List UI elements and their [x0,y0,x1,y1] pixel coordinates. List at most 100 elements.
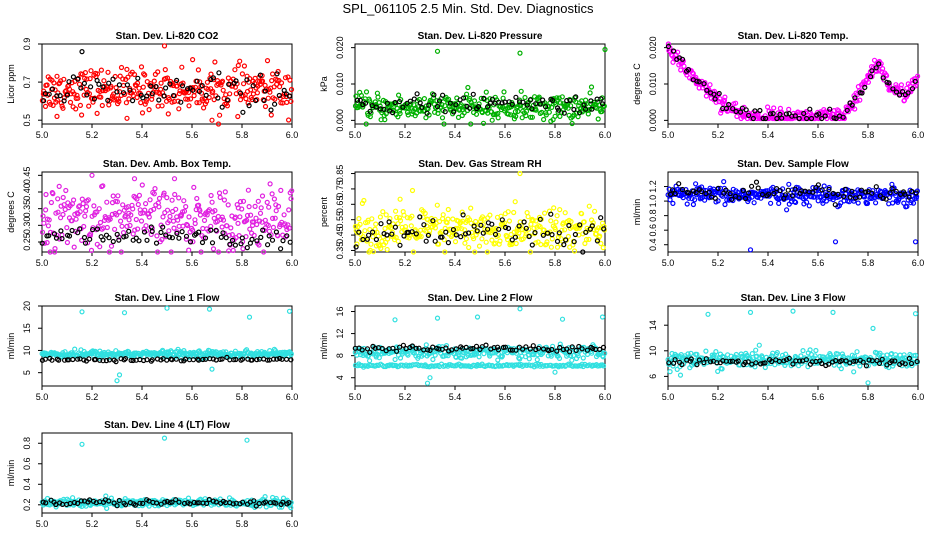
data-point-black [694,362,700,368]
data-point [174,83,180,89]
data-point-black [106,235,112,241]
data-point-black [116,237,122,243]
data-point-black [513,347,519,353]
data-point [406,105,412,112]
y-tick-label: 0.35 [22,200,32,218]
data-point [180,80,186,86]
data-point [421,95,427,102]
data-point [472,249,478,255]
data-point [252,203,258,209]
data-point-black [835,191,841,197]
y-tick-label: 0.000 [648,109,658,132]
data-point-black [271,356,277,362]
data-point-black [577,222,583,228]
data-point-black [737,109,744,115]
data-point [527,249,533,255]
data-point [442,249,448,255]
data-point-black [66,233,73,239]
data-point-black [367,349,373,355]
data-point [718,110,724,116]
data-point-black [867,74,874,80]
data-point [589,350,595,356]
data-point-black [883,196,889,202]
data-point [396,215,403,221]
data-point-black [39,240,45,246]
data-point [39,229,46,235]
data-point [265,222,271,228]
data-point [271,196,277,202]
data-point [591,208,598,214]
data-point [245,187,251,193]
data-point-black [548,211,554,217]
data-point-black [366,232,372,238]
data-point-black [880,195,887,201]
data-point [259,78,266,84]
data-point-black [889,186,895,192]
data-point-black [431,92,437,98]
data-point [257,218,263,224]
data-point [405,352,411,358]
data-point-black [421,222,427,228]
data-point-black [529,242,535,248]
data-point [288,98,294,105]
data-point-black [789,193,795,199]
data-point-black [57,92,63,99]
data-point [50,102,56,109]
data-point-black [210,356,216,362]
data-point [169,197,175,203]
data-point [240,246,246,252]
data-point [493,225,499,232]
data-point-black [353,244,359,250]
data-point-black [598,215,604,221]
outlier-point [246,314,253,320]
data-point [557,241,564,247]
data-point [227,91,233,97]
data-point [546,109,552,115]
data-point [471,236,477,242]
data-point [468,121,474,127]
data-point-black [701,360,707,366]
data-point [84,76,90,82]
data-point [508,231,514,238]
data-point-black [75,230,81,236]
data-point [356,216,362,222]
data-point [183,96,189,102]
data-point-black [378,221,384,227]
data-point [262,103,269,110]
data-point-black [590,345,596,352]
outlier-point [79,441,85,447]
x-tick-label: 6.0 [599,130,612,140]
data-point [99,102,105,109]
data-point [118,64,125,71]
data-point-black [200,356,206,363]
data-point [284,99,290,106]
data-point [79,237,85,243]
data-point [138,99,144,106]
data-point-black [249,357,255,363]
data-point-black [529,106,535,112]
data-point [546,347,553,353]
data-point-black [822,113,828,119]
data-point [511,209,517,216]
data-point [194,195,200,202]
data-point [98,67,105,73]
x-tick-label: 5.0 [349,392,362,402]
data-point [186,247,192,253]
panel-6: Stan. Dev. Sample Flow ml/min 5.0 5.2 5.4 5.6… [632,159,924,268]
data-point [60,211,66,218]
outlier-point [89,172,95,178]
data-point [234,81,240,87]
data-point [71,244,77,250]
y-tick-label: 0.8 [648,209,658,222]
data-point [846,199,852,205]
data-point-black [566,222,572,229]
data-point-black [672,357,678,363]
data-point-black [792,113,798,119]
data-point-black [887,190,893,196]
data-point [78,112,85,118]
data-point [783,207,790,213]
data-point [64,225,70,231]
data-point [669,350,675,357]
data-point-black [407,98,413,104]
y-tick-label: 14 [648,320,658,330]
